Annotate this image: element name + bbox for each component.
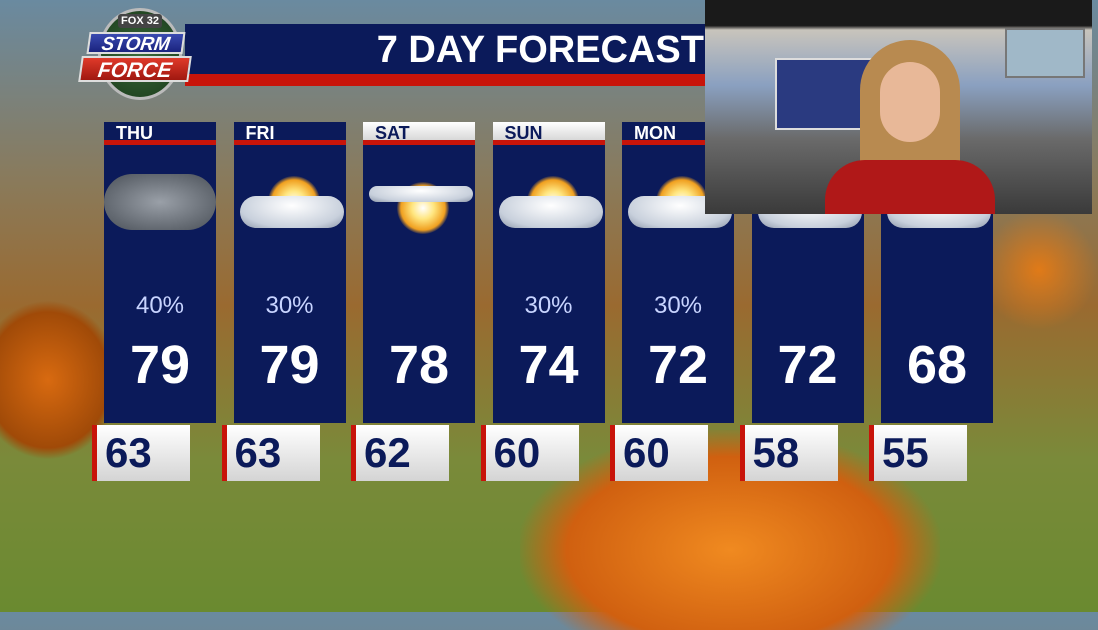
high-temp: 72 — [647, 335, 709, 395]
low-temp: 60 — [610, 425, 708, 481]
high-temp: 79 — [129, 335, 191, 395]
low-temp: 63 — [221, 425, 320, 481]
partly-cloudy-icon — [493, 166, 605, 246]
day-label: FRI — [233, 122, 346, 145]
title-underline — [185, 74, 710, 86]
presenter-video-inset — [705, 0, 1092, 214]
high-temp: 72 — [777, 335, 838, 395]
low-temp: 60 — [480, 425, 579, 481]
precip-chance: 40% — [135, 292, 185, 319]
storm-force-logo: FOX 32 STORM FORCE — [78, 8, 200, 100]
precip-chance: 30% — [653, 292, 703, 319]
presenter — [825, 40, 995, 214]
day-column: SAT 78 — [363, 122, 475, 423]
high-temp: 74 — [518, 335, 579, 395]
logo-line1: STORM — [86, 32, 186, 55]
high-temp: 79 — [259, 335, 320, 395]
day-column: SUN 30% 74 — [492, 122, 605, 423]
low-temp: 58 — [739, 425, 838, 481]
day-label: SAT — [363, 122, 475, 145]
low-temp: 62 — [351, 425, 449, 481]
low-temp: 63 — [92, 425, 190, 481]
day-column: THU 40% 79 — [104, 122, 216, 423]
forecast-title: 7 DAY FORECAST — [376, 29, 704, 71]
logo-network: FOX 32 — [118, 14, 162, 28]
day-label: MON — [622, 122, 734, 145]
low-temp: 55 — [869, 425, 967, 481]
day-column: FRI 30% 79 — [233, 122, 346, 423]
precip-chance: 30% — [265, 292, 314, 319]
high-temp: 68 — [906, 335, 968, 395]
mostly-sunny-icon — [363, 166, 475, 246]
cloudy-icon — [104, 166, 216, 246]
day-label: THU — [104, 122, 216, 145]
logo-line2: FORCE — [78, 56, 192, 82]
partly-cloudy-icon — [234, 166, 346, 246]
high-temp: 78 — [388, 335, 450, 395]
day-label: SUN — [492, 122, 605, 145]
studio-monitor — [1005, 28, 1085, 78]
logo-radar-disc — [98, 8, 182, 100]
precip-chance: 30% — [524, 292, 573, 319]
title-bar: 7 DAY FORECAST — [185, 24, 710, 74]
background-pumpkin — [980, 210, 1098, 330]
